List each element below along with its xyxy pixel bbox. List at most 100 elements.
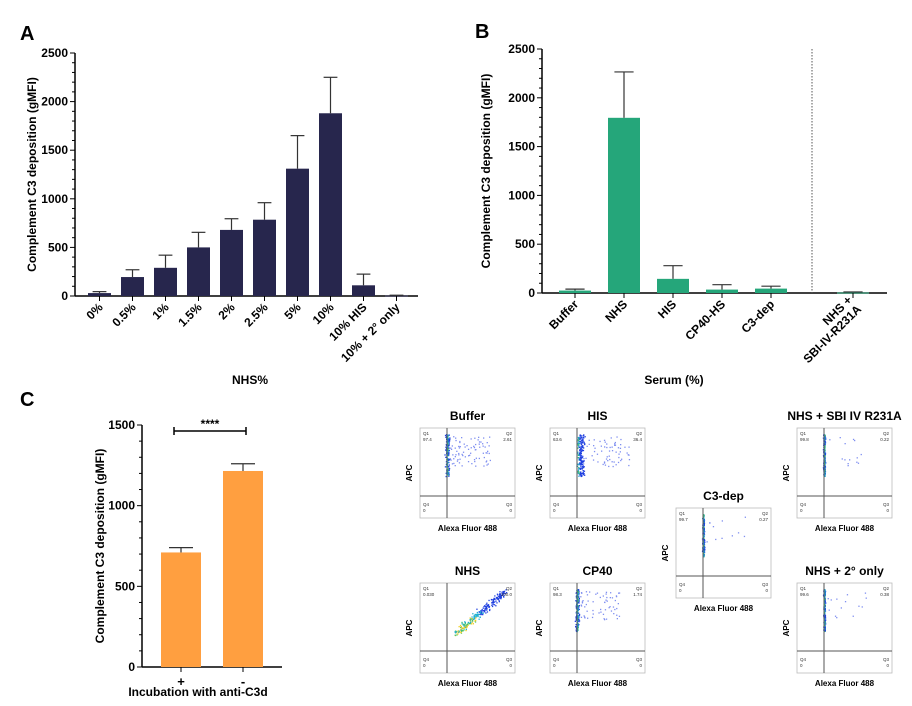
bar bbox=[706, 289, 738, 293]
flow-dot bbox=[577, 597, 579, 599]
flow-dot bbox=[578, 445, 580, 447]
flow-plot-title: NHS + SBI IV R231A bbox=[787, 409, 902, 423]
flow-dot bbox=[493, 601, 496, 603]
flow-dot bbox=[581, 455, 583, 457]
y-tick-label: 0 bbox=[528, 286, 535, 300]
flow-dot bbox=[829, 439, 831, 441]
flow-dot bbox=[577, 472, 579, 474]
flow-dot bbox=[471, 618, 473, 621]
flow-dot bbox=[475, 457, 477, 459]
flow-dot bbox=[824, 470, 826, 472]
flow-dot bbox=[588, 439, 590, 441]
flow-dot bbox=[486, 452, 488, 454]
flow-dot bbox=[469, 622, 472, 625]
flow-dot bbox=[577, 444, 579, 446]
flow-dot bbox=[501, 592, 504, 595]
flow-dot bbox=[448, 442, 450, 444]
flow-dot bbox=[852, 438, 855, 441]
flow-x-axis-label: Alexa Fluor 488 bbox=[568, 524, 628, 533]
flow-dot bbox=[475, 617, 477, 619]
flow-dot bbox=[499, 593, 501, 595]
flow-dot bbox=[480, 612, 483, 614]
flow-dot bbox=[453, 462, 455, 465]
flow-dot bbox=[849, 459, 851, 461]
flow-dot bbox=[703, 518, 705, 520]
flow-dot bbox=[445, 461, 448, 463]
quadrant-q4-label: Q4 bbox=[800, 502, 807, 507]
flow-dot bbox=[578, 620, 581, 622]
flow-dot bbox=[456, 632, 458, 634]
flow-dot bbox=[470, 623, 473, 625]
bar bbox=[161, 552, 201, 667]
flow-dot bbox=[460, 629, 462, 631]
flow-dot bbox=[464, 625, 467, 627]
flow-dot bbox=[578, 453, 580, 455]
flow-dot bbox=[585, 457, 587, 459]
flow-dot bbox=[620, 438, 622, 441]
flow-dot bbox=[628, 459, 631, 461]
flow-dot bbox=[486, 604, 489, 606]
flow-dot bbox=[582, 472, 584, 475]
flow-dot bbox=[703, 540, 706, 542]
bar bbox=[223, 470, 263, 667]
flow-dot bbox=[617, 603, 619, 605]
x-tick-label-line: Buffer bbox=[546, 297, 581, 332]
flow-dot bbox=[482, 445, 484, 447]
quadrant-q1-value: 63.6 bbox=[553, 437, 562, 442]
flow-dot bbox=[581, 602, 584, 604]
flow-dot bbox=[581, 440, 583, 442]
flow-dot bbox=[476, 615, 478, 617]
flow-dot bbox=[577, 625, 579, 627]
flow-dot bbox=[454, 465, 456, 467]
flow-dot bbox=[449, 438, 451, 440]
flow-dot bbox=[582, 446, 584, 448]
flow-dot bbox=[703, 539, 705, 541]
flow-dot bbox=[605, 599, 607, 601]
flow-dot bbox=[578, 608, 580, 611]
flow-dot bbox=[465, 625, 467, 627]
flow-dot bbox=[578, 444, 580, 447]
flow-dot bbox=[456, 450, 458, 452]
flow-dot bbox=[824, 600, 826, 602]
flow-dot bbox=[609, 446, 611, 449]
flow-dot bbox=[464, 626, 466, 628]
flow-dot bbox=[577, 596, 579, 598]
flow-dot bbox=[466, 445, 468, 447]
flow-dot bbox=[447, 461, 449, 463]
flow-dot bbox=[608, 607, 610, 609]
flow-dot bbox=[466, 623, 469, 625]
flow-dot bbox=[583, 434, 585, 436]
flow-dot bbox=[582, 461, 585, 463]
flow-dot bbox=[473, 446, 476, 449]
flow-dot bbox=[448, 444, 450, 447]
flow-dot bbox=[449, 458, 451, 460]
flow-dot bbox=[578, 472, 580, 475]
flow-dot bbox=[703, 524, 705, 526]
flow-dot bbox=[592, 459, 595, 461]
flow-dot bbox=[824, 445, 826, 447]
bar bbox=[88, 293, 111, 296]
flow-dot bbox=[580, 451, 582, 453]
bar bbox=[154, 267, 177, 296]
flow-dot bbox=[577, 618, 579, 621]
flow-dot bbox=[624, 446, 626, 448]
flow-dot bbox=[595, 593, 597, 595]
flow-dot bbox=[599, 596, 601, 599]
flow-dot bbox=[478, 443, 480, 445]
flow-dot bbox=[844, 443, 846, 445]
flow-dot bbox=[824, 451, 826, 453]
flow-x-axis-label: Alexa Fluor 488 bbox=[438, 524, 498, 533]
flow-dot bbox=[824, 624, 826, 626]
flow-dot bbox=[579, 437, 581, 439]
flow-dot bbox=[455, 437, 457, 439]
flow-dot bbox=[489, 459, 491, 462]
quadrant-q2-value: 0.27 bbox=[759, 517, 768, 522]
flow-dot bbox=[461, 623, 463, 625]
flow-dot bbox=[451, 445, 453, 447]
flow-dot bbox=[501, 591, 503, 593]
flow-dot bbox=[577, 618, 579, 620]
flow-dot bbox=[498, 596, 500, 598]
flow-dot bbox=[448, 439, 450, 441]
flow-dot bbox=[824, 440, 826, 442]
quadrant-q4-label: Q4 bbox=[800, 657, 807, 662]
